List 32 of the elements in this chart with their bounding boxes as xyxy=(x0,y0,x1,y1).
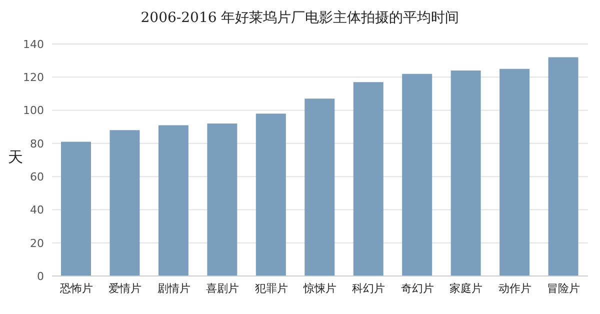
bar xyxy=(304,98,335,276)
y-tick-label: 120 xyxy=(23,71,44,84)
x-tick-label: 科幻片 xyxy=(352,282,386,295)
bar xyxy=(548,57,578,276)
y-tick-label: 140 xyxy=(23,38,44,51)
x-tick-label: 冒险片 xyxy=(547,282,580,295)
x-tick-label: 喜剧片 xyxy=(206,282,240,295)
bar xyxy=(402,74,432,276)
y-tick-label: 40 xyxy=(30,204,44,217)
y-tick-label: 0 xyxy=(37,270,44,283)
bar xyxy=(353,82,384,276)
bar xyxy=(110,130,140,276)
x-tick-label: 动作片 xyxy=(498,282,532,295)
bar xyxy=(450,70,481,276)
bar xyxy=(500,68,530,276)
x-tick-label: 惊悚片 xyxy=(302,282,336,295)
y-axis-title: 天 xyxy=(8,148,23,167)
y-tick-label: 100 xyxy=(23,104,44,118)
chart-title: 2006-2016 年好莱坞片厂电影主体拍摄的平均时间 xyxy=(140,9,460,28)
bar xyxy=(207,124,238,276)
y-tick-label: 80 xyxy=(30,137,44,150)
x-tick-label: 犯罪片 xyxy=(254,282,288,295)
y-tick-label: 20 xyxy=(30,236,44,250)
bar xyxy=(158,125,188,276)
y-tick-label: 60 xyxy=(30,170,44,184)
bar xyxy=(61,142,91,276)
x-tick-label: 爱情片 xyxy=(108,282,142,295)
x-tick-label: 奇幻片 xyxy=(400,282,434,295)
bar xyxy=(256,114,286,276)
x-tick-label: 家庭片 xyxy=(450,282,483,295)
x-tick-label: 恐怖片 xyxy=(58,282,93,295)
x-tick-label: 剧情片 xyxy=(157,282,190,295)
